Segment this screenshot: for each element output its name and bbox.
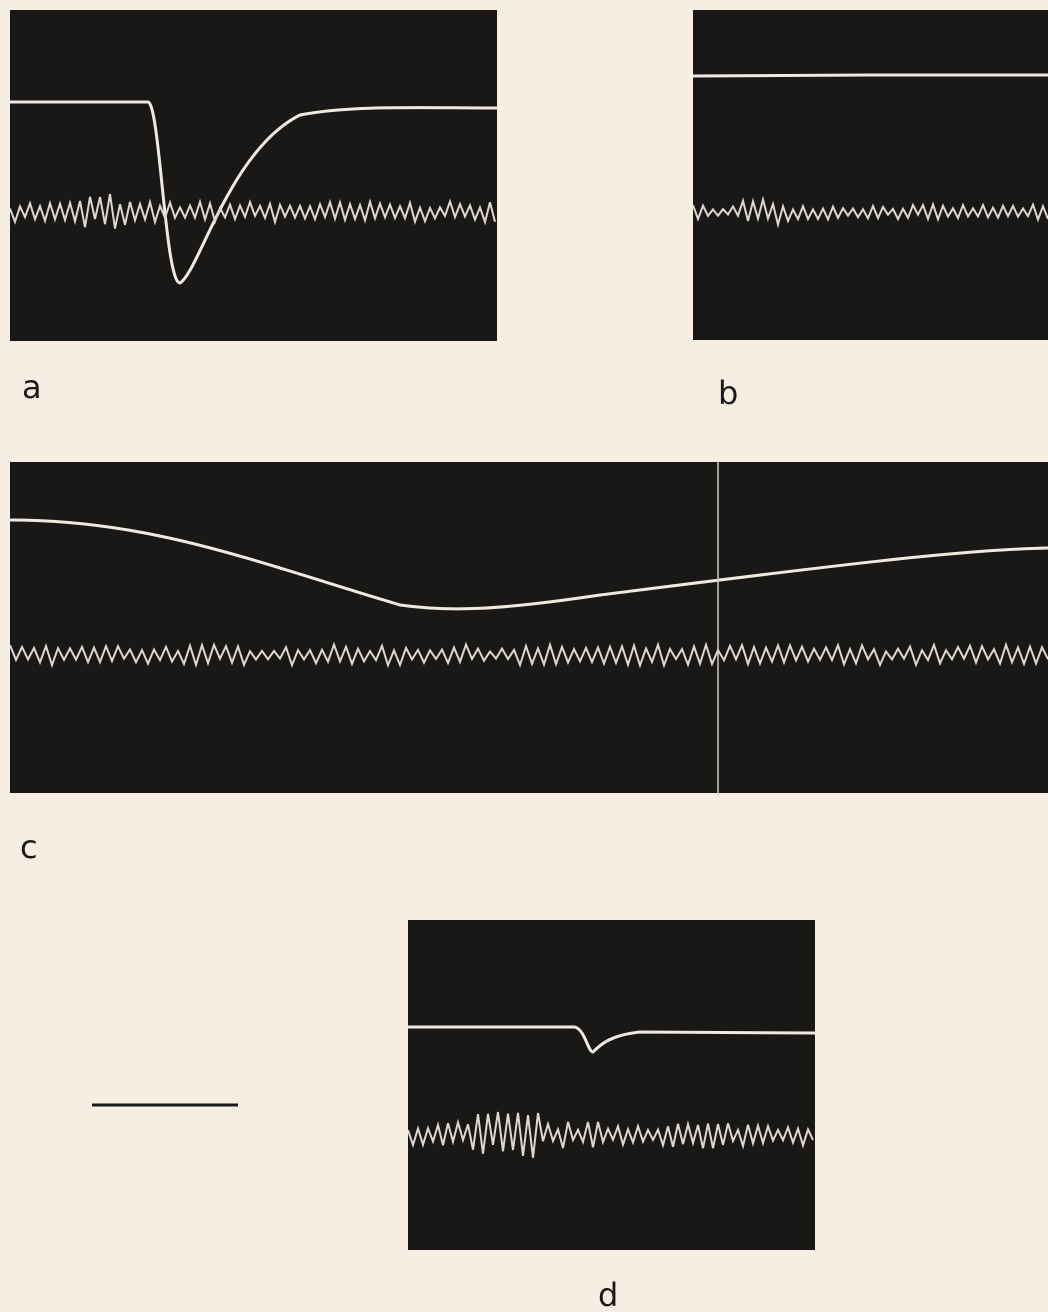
oscilloscope-screen [693, 10, 1048, 340]
upper-trace [408, 1025, 816, 1054]
lower-trace [407, 1111, 814, 1158]
lower-trace [692, 195, 1048, 229]
upper-trace [692, 73, 1048, 78]
oscilloscope-screen [10, 10, 497, 341]
panel-label: a [22, 368, 42, 406]
panel-label: b [718, 374, 738, 412]
oscilloscope-screen [408, 920, 815, 1250]
panel-label: d [598, 1276, 618, 1312]
oscilloscope-screen [10, 462, 1048, 793]
lower-trace [9, 193, 496, 229]
upper-trace [9, 518, 1048, 611]
lower-trace [9, 641, 1048, 669]
panel-label: c [20, 828, 38, 866]
